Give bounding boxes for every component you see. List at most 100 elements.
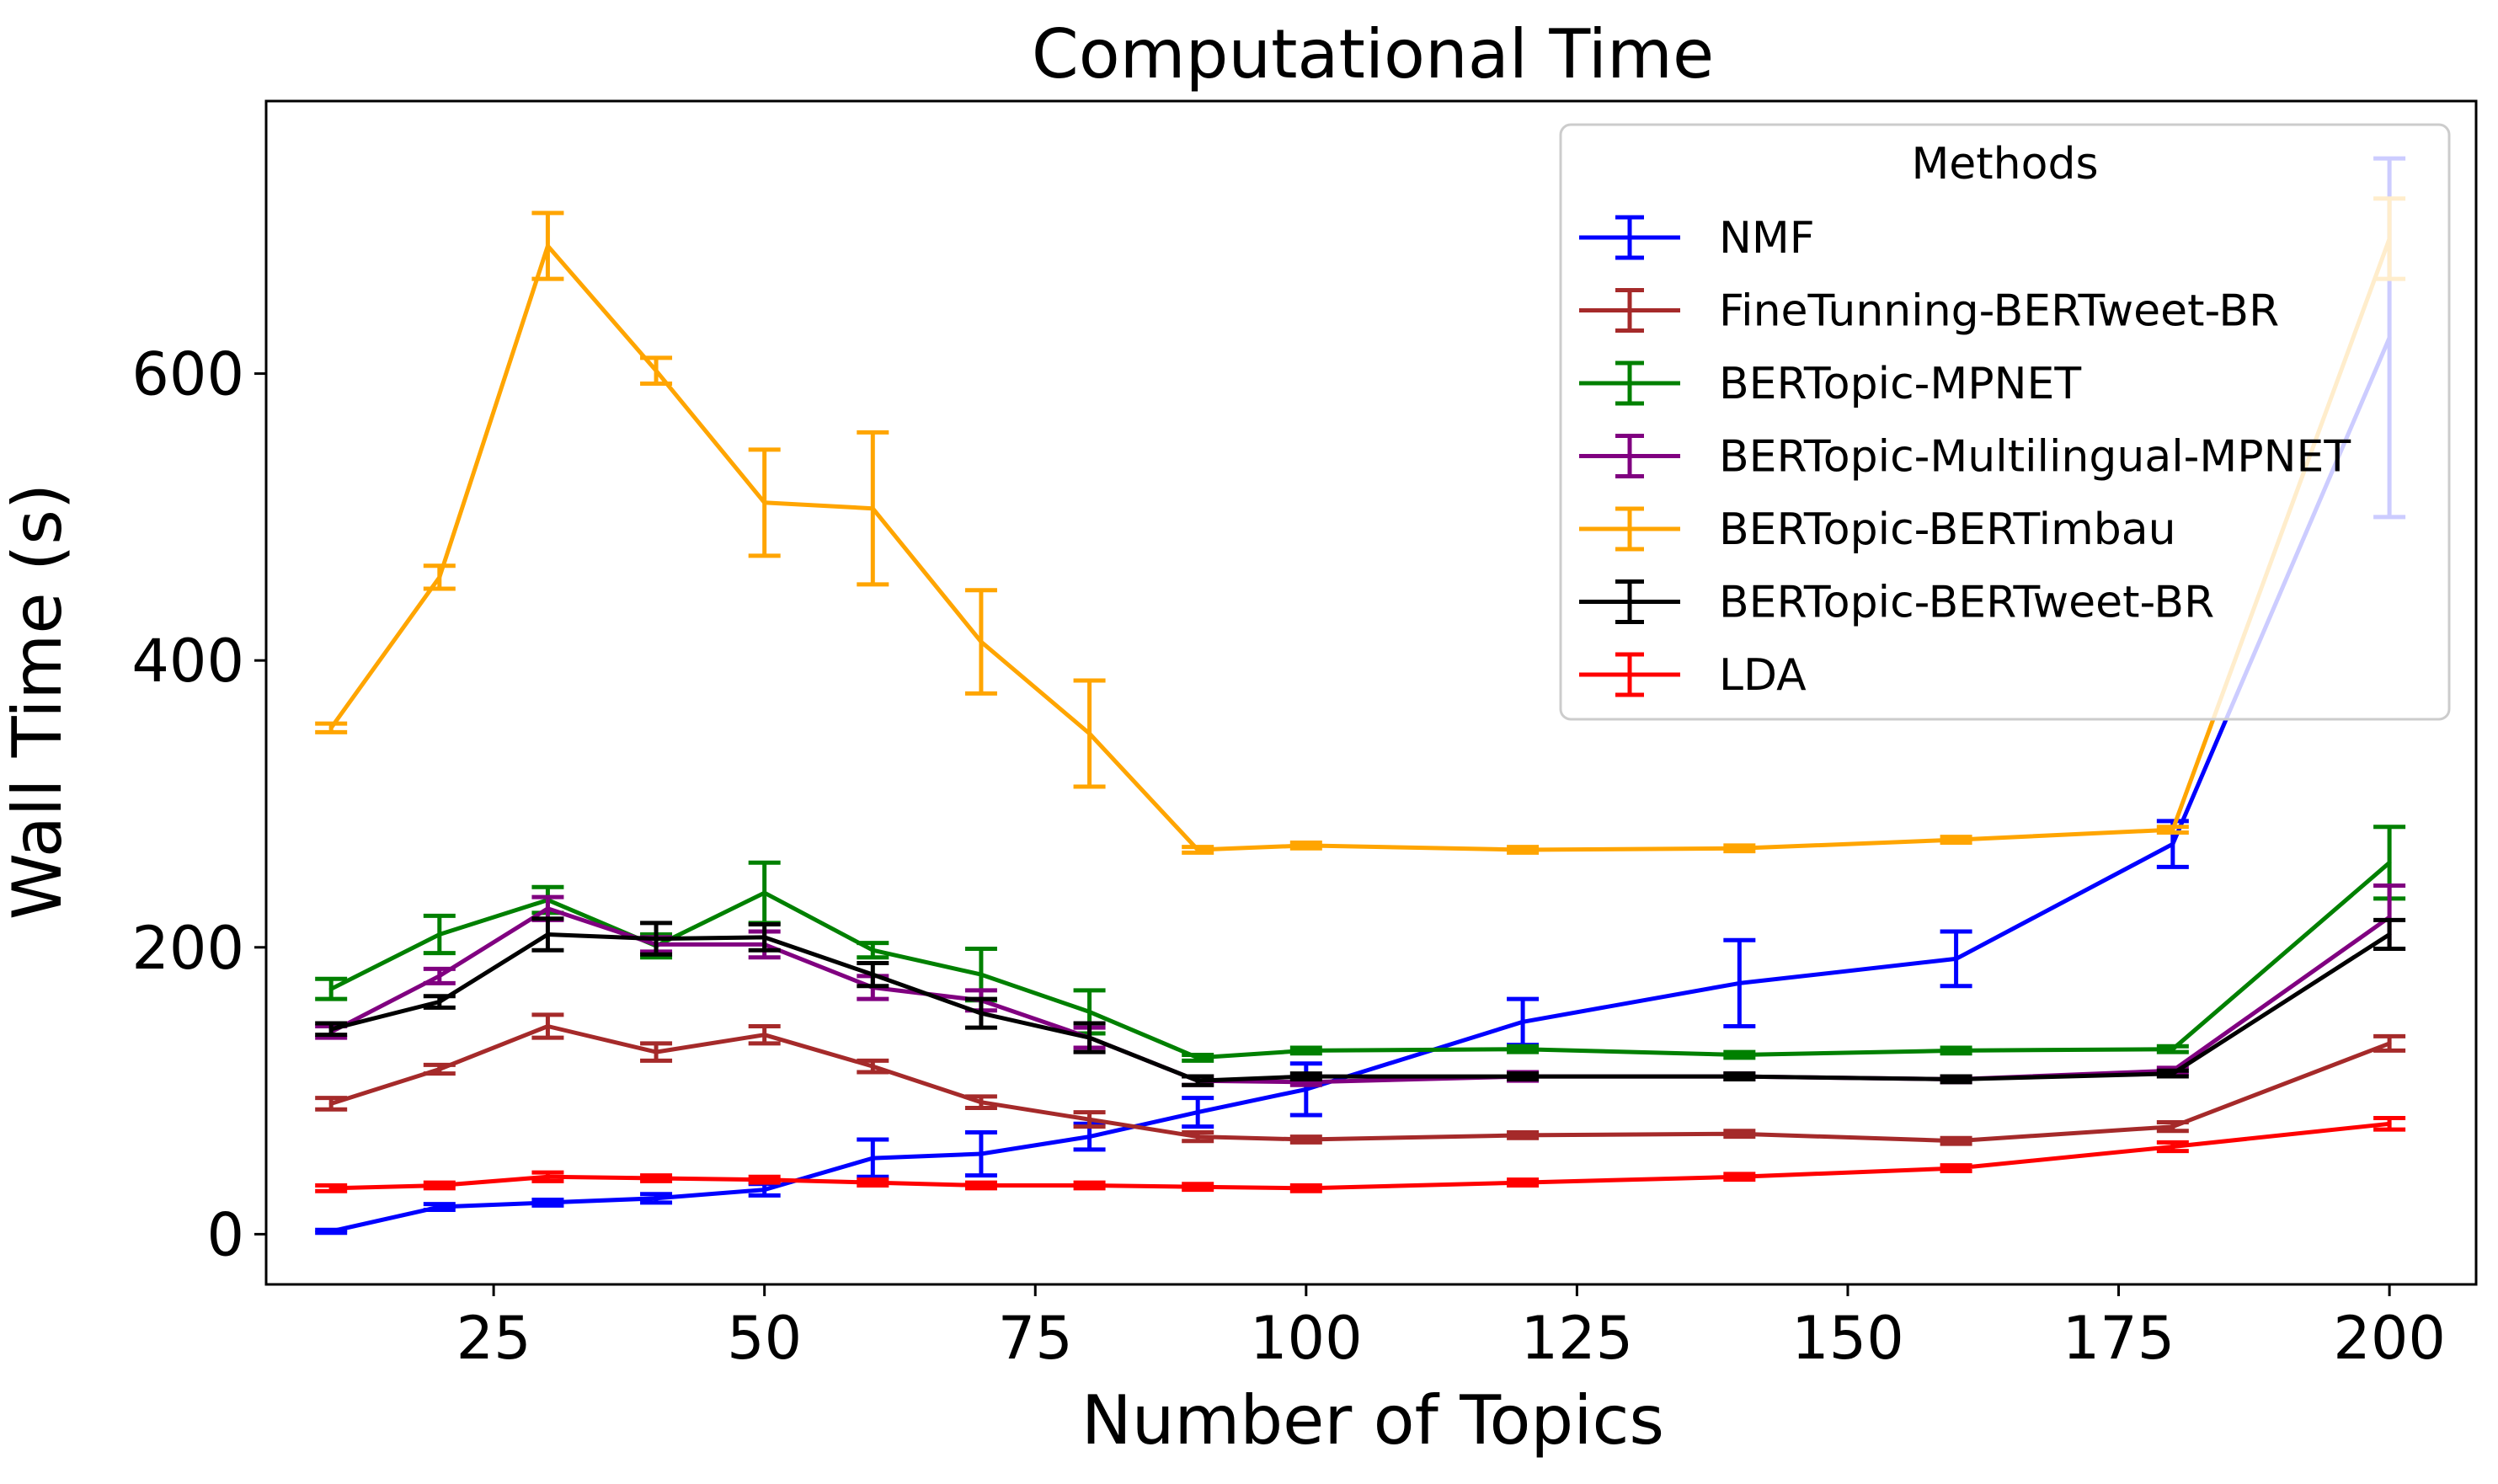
- y-tick-label: 400: [131, 627, 244, 696]
- error-bar-lda-40: [640, 1173, 673, 1183]
- error-bar-finetunning-bertweet-br-90: [1182, 1129, 1214, 1144]
- error-bar-lda-140: [1723, 1172, 1756, 1182]
- legend-label-bertopic-mpnet: BERTopic-MPNET: [1719, 359, 2081, 409]
- error-bar-bertopic-multilingual-mpnet-20: [423, 966, 456, 985]
- error-bar-bertopic-bertimbau-70: [964, 588, 997, 696]
- error-bar-bertopic-bertweet-br-180: [2156, 1068, 2189, 1079]
- error-bar-lda-30: [531, 1170, 564, 1183]
- legend-label-bertopic-multilingual-mpnet: BERTopic-Multilingual-MPNET: [1719, 432, 2351, 483]
- error-bar-finetunning-bertweet-br-80: [1073, 1110, 1106, 1129]
- error-bar-bertopic-mpnet-60: [857, 941, 889, 960]
- error-bar-lda-20: [423, 1180, 456, 1191]
- error-bar-bertopic-bertimbau-80: [1073, 678, 1106, 789]
- legend-item-bertopic-mpnet: BERTopic-MPNET: [1579, 359, 2081, 409]
- error-bar-bertopic-bertweet-br-20: [423, 994, 456, 1010]
- error-bar-bertopic-bertimbau-90: [1182, 845, 1214, 855]
- error-bar-bertopic-bertweet-br-100: [1289, 1071, 1322, 1081]
- error-bar-bertopic-mpnet-20: [423, 913, 456, 956]
- series-finetunning-bertweet-br: [315, 1012, 2406, 1146]
- error-bar-finetunning-bertweet-br-120: [1507, 1129, 1540, 1140]
- legend-label-nmf: NMF: [1719, 213, 1815, 264]
- legend-label-finetunning-bertweet-br: FineTunning-BERTweet-BR: [1719, 286, 2279, 337]
- plot-area: [315, 156, 2406, 1236]
- error-bar-finetunning-bertweet-br-30: [531, 1012, 564, 1040]
- error-bar-finetunning-bertweet-br-10: [315, 1096, 348, 1112]
- error-bar-bertopic-mpnet-160: [1940, 1045, 1972, 1056]
- error-bar-bertopic-bertweet-br-50: [748, 922, 781, 953]
- error-bar-nmf-40: [640, 1192, 673, 1205]
- error-bar-bertopic-bertimbau-10: [315, 721, 348, 734]
- legend-title: Methods: [1911, 139, 2098, 190]
- legend-item-nmf: NMF: [1579, 213, 1815, 264]
- error-bar-bertopic-bertimbau-50: [748, 447, 781, 558]
- x-tick-label: 175: [2063, 1304, 2175, 1373]
- x-tick-label: 100: [1250, 1304, 1363, 1373]
- x-axis-title: Number of Topics: [1081, 1381, 1664, 1460]
- error-bar-bertopic-bertweet-br-200: [2373, 917, 2406, 951]
- error-bar-bertopic-mpnet-100: [1289, 1045, 1322, 1056]
- error-bar-lda-120: [1507, 1177, 1540, 1188]
- legend-item-bertopic-multilingual-mpnet: BERTopic-Multilingual-MPNET: [1579, 432, 2351, 483]
- legend-item-bertopic-bertweet-br: BERTopic-BERTweet-BR: [1579, 578, 2214, 628]
- error-bar-lda-100: [1289, 1182, 1322, 1193]
- error-bar-lda-90: [1182, 1182, 1214, 1193]
- error-bar-bertopic-mpnet-120: [1507, 1044, 1540, 1054]
- x-tick-label: 50: [727, 1304, 802, 1373]
- error-bar-bertopic-bertweet-br-30: [531, 916, 564, 953]
- error-bar-bertopic-bertweet-br-120: [1507, 1071, 1540, 1081]
- axes-frame: [264, 99, 2478, 1286]
- x-tick-label: 75: [998, 1304, 1073, 1373]
- axes: 25 50 75 100 125 150 175 200 0 200 400 600: [131, 99, 2478, 1373]
- error-bar-nmf-160: [1940, 929, 1972, 989]
- error-bar-finetunning-bertweet-br-40: [640, 1041, 673, 1063]
- error-bar-finetunning-bertweet-br-50: [748, 1023, 781, 1046]
- x-tick-label: 125: [1521, 1304, 1634, 1373]
- x-tick-label: 25: [456, 1304, 531, 1373]
- error-bar-bertopic-mpnet-90: [1182, 1053, 1214, 1063]
- error-bar-bertopic-bertweet-br-90: [1182, 1074, 1214, 1087]
- series-lda: [315, 1115, 2406, 1193]
- x-tick-label: 150: [1791, 1304, 1904, 1373]
- error-bar-nmf-10: [315, 1227, 348, 1236]
- error-bar-bertopic-bertimbau-60: [857, 430, 889, 587]
- error-bar-finetunning-bertweet-br-200: [2373, 1033, 2406, 1053]
- legend-item-bertopic-bertimbau: BERTopic-BERTimbau: [1579, 504, 2176, 555]
- legend-item-finetunning-bertweet-br: FineTunning-BERTweet-BR: [1579, 286, 2279, 337]
- error-bar-lda-50: [748, 1174, 781, 1185]
- error-bar-lda-10: [315, 1182, 348, 1193]
- x-tick-label: 200: [2333, 1304, 2446, 1373]
- error-bar-nmf-20: [423, 1202, 456, 1212]
- error-bar-bertopic-bertweet-br-70: [964, 996, 997, 1030]
- error-bar-bertopic-mpnet-50: [748, 860, 781, 926]
- error-bar-finetunning-bertweet-br-180: [2156, 1120, 2189, 1134]
- series-bertopic-mpnet: [315, 825, 2406, 1063]
- error-bar-bertopic-bertimbau-140: [1723, 843, 1756, 854]
- error-bar-bertopic-mpnet-140: [1723, 1049, 1756, 1060]
- series-bertopic-bertimbau: [315, 196, 2406, 855]
- error-bar-nmf-70: [964, 1129, 997, 1178]
- series-bertopic-bertweet-br: [315, 916, 2406, 1087]
- error-bar-nmf-60: [857, 1137, 889, 1179]
- error-bar-finetunning-bertweet-br-60: [857, 1058, 889, 1075]
- error-bar-lda-200: [2373, 1115, 2406, 1132]
- error-bar-finetunning-bertweet-br-140: [1723, 1129, 1756, 1140]
- error-bar-bertopic-mpnet-10: [315, 976, 348, 1001]
- error-bar-finetunning-bertweet-br-70: [964, 1094, 997, 1111]
- legend-box: [1559, 123, 2451, 721]
- error-bar-nmf-90: [1182, 1096, 1214, 1129]
- error-bar-bertopic-bertweet-br-60: [857, 961, 889, 989]
- series-line-bertopic-multilingual-mpnet: [328, 906, 2392, 1085]
- y-tick-label: 0: [206, 1200, 244, 1269]
- error-bar-bertopic-bertimbau-180: [2156, 825, 2189, 835]
- error-bar-bertopic-bertimbau-100: [1289, 840, 1322, 851]
- legend-item-lda: LDA: [1579, 650, 1807, 701]
- error-bar-bertopic-bertweet-br-80: [1073, 1021, 1106, 1054]
- error-bar-nmf-30: [531, 1198, 564, 1208]
- error-bar-bertopic-bertimbau-30: [531, 211, 564, 281]
- legend-label-bertopic-bertimbau: BERTopic-BERTimbau: [1719, 504, 2176, 555]
- error-bar-nmf-140: [1723, 937, 1756, 1028]
- series-line-bertopic-bertweet-br: [328, 932, 2392, 1083]
- error-bar-finetunning-bertweet-br-20: [423, 1062, 456, 1076]
